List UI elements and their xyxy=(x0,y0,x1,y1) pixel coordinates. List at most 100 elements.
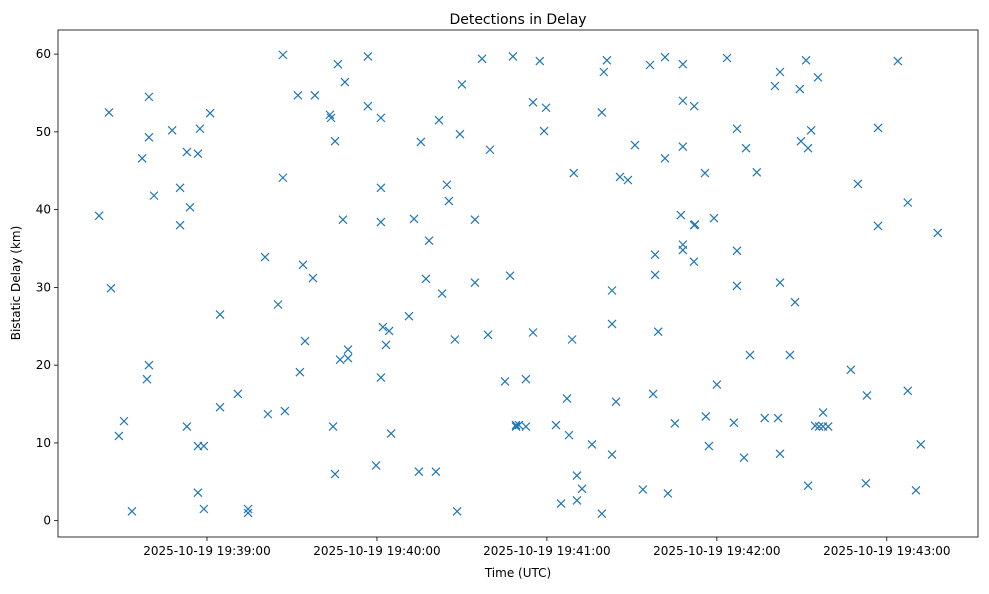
data-point xyxy=(280,406,290,416)
data-point xyxy=(607,286,617,295)
data-point xyxy=(916,440,926,449)
data-point xyxy=(775,278,785,288)
data-point xyxy=(119,416,129,426)
data-point xyxy=(653,327,663,337)
data-point xyxy=(704,441,714,451)
data-point xyxy=(795,84,805,94)
data-point xyxy=(514,420,524,430)
data-point xyxy=(195,124,205,134)
data-point xyxy=(325,110,335,120)
data-point xyxy=(732,281,742,291)
x-axis-ticks: 2025-10-19 19:39:00 2025-10-19 19:40:00 20… xyxy=(143,537,951,558)
data-point xyxy=(597,108,607,117)
data-point xyxy=(678,245,688,255)
data-point xyxy=(144,92,154,102)
data-point xyxy=(709,213,719,223)
data-point xyxy=(414,467,424,477)
data-point xyxy=(823,422,833,432)
data-point xyxy=(796,136,806,146)
data-point xyxy=(343,345,353,355)
data-point xyxy=(846,365,856,375)
data-point xyxy=(541,103,551,113)
data-point xyxy=(340,77,350,87)
data-point xyxy=(700,168,710,178)
data-point xyxy=(722,53,732,63)
data-point xyxy=(611,397,621,407)
data-point xyxy=(745,350,755,360)
data-point xyxy=(199,441,209,451)
data-point xyxy=(175,183,185,193)
data-point xyxy=(273,300,283,309)
data-point xyxy=(597,509,607,519)
data-point xyxy=(818,408,828,418)
data-point xyxy=(94,211,104,221)
data-point xyxy=(263,409,273,419)
data-point xyxy=(477,54,487,64)
data-point xyxy=(485,145,495,155)
data-point xyxy=(701,412,711,421)
data-point xyxy=(911,485,921,495)
data-point xyxy=(678,59,688,69)
data-point xyxy=(326,113,336,123)
data-point xyxy=(690,219,700,229)
data-point xyxy=(193,149,203,159)
data-point xyxy=(572,471,582,480)
data-point xyxy=(806,125,816,135)
data-point xyxy=(335,355,345,365)
data-point xyxy=(678,96,688,106)
x-tick-label: 2025-10-19 19:42:00 xyxy=(653,544,780,558)
data-point xyxy=(308,273,318,283)
data-point xyxy=(556,499,566,508)
data-point xyxy=(376,113,386,123)
data-point xyxy=(310,90,320,100)
data-point xyxy=(670,419,680,428)
x-tick-label: 2025-10-19 19:40:00 xyxy=(313,544,440,558)
chart-title: Detections in Delay xyxy=(449,12,586,28)
data-point xyxy=(893,56,903,66)
data-point xyxy=(114,431,124,441)
data-point xyxy=(328,422,338,432)
data-point xyxy=(569,168,579,178)
data-point xyxy=(752,167,762,177)
data-point xyxy=(505,271,515,281)
data-point xyxy=(378,322,388,332)
data-point xyxy=(381,340,391,350)
data-point xyxy=(457,80,467,89)
data-point xyxy=(330,136,340,146)
data-point xyxy=(193,488,203,498)
data-point xyxy=(295,367,305,377)
data-point xyxy=(431,467,441,477)
data-point xyxy=(602,55,612,65)
data-point xyxy=(243,508,253,518)
data-point xyxy=(167,125,177,135)
data-point xyxy=(572,496,582,505)
data-point xyxy=(903,198,913,208)
data-point xyxy=(511,420,521,430)
y-axis-label: Bistatic Delay (km) xyxy=(9,226,23,341)
data-point xyxy=(607,319,617,329)
data-point xyxy=(678,142,688,152)
data-point xyxy=(175,220,185,230)
data-point xyxy=(371,461,381,470)
data-point xyxy=(577,484,587,494)
data-point xyxy=(630,140,640,150)
data-point xyxy=(775,67,785,77)
data-point xyxy=(106,283,116,293)
data-point xyxy=(452,506,462,516)
data-point xyxy=(149,191,159,201)
data-point xyxy=(528,97,538,107)
data-point xyxy=(470,215,480,225)
data-point xyxy=(564,430,574,440)
data-point xyxy=(144,360,154,370)
data-point xyxy=(814,422,824,432)
data-point xyxy=(330,469,340,479)
data-point xyxy=(409,214,419,224)
data-point xyxy=(803,143,813,153)
data-point xyxy=(376,183,386,193)
data-point xyxy=(760,413,770,423)
data-point xyxy=(732,246,742,256)
data-point xyxy=(650,250,660,260)
data-point xyxy=(333,59,343,69)
data-point xyxy=(470,278,480,288)
data-point xyxy=(535,56,545,66)
